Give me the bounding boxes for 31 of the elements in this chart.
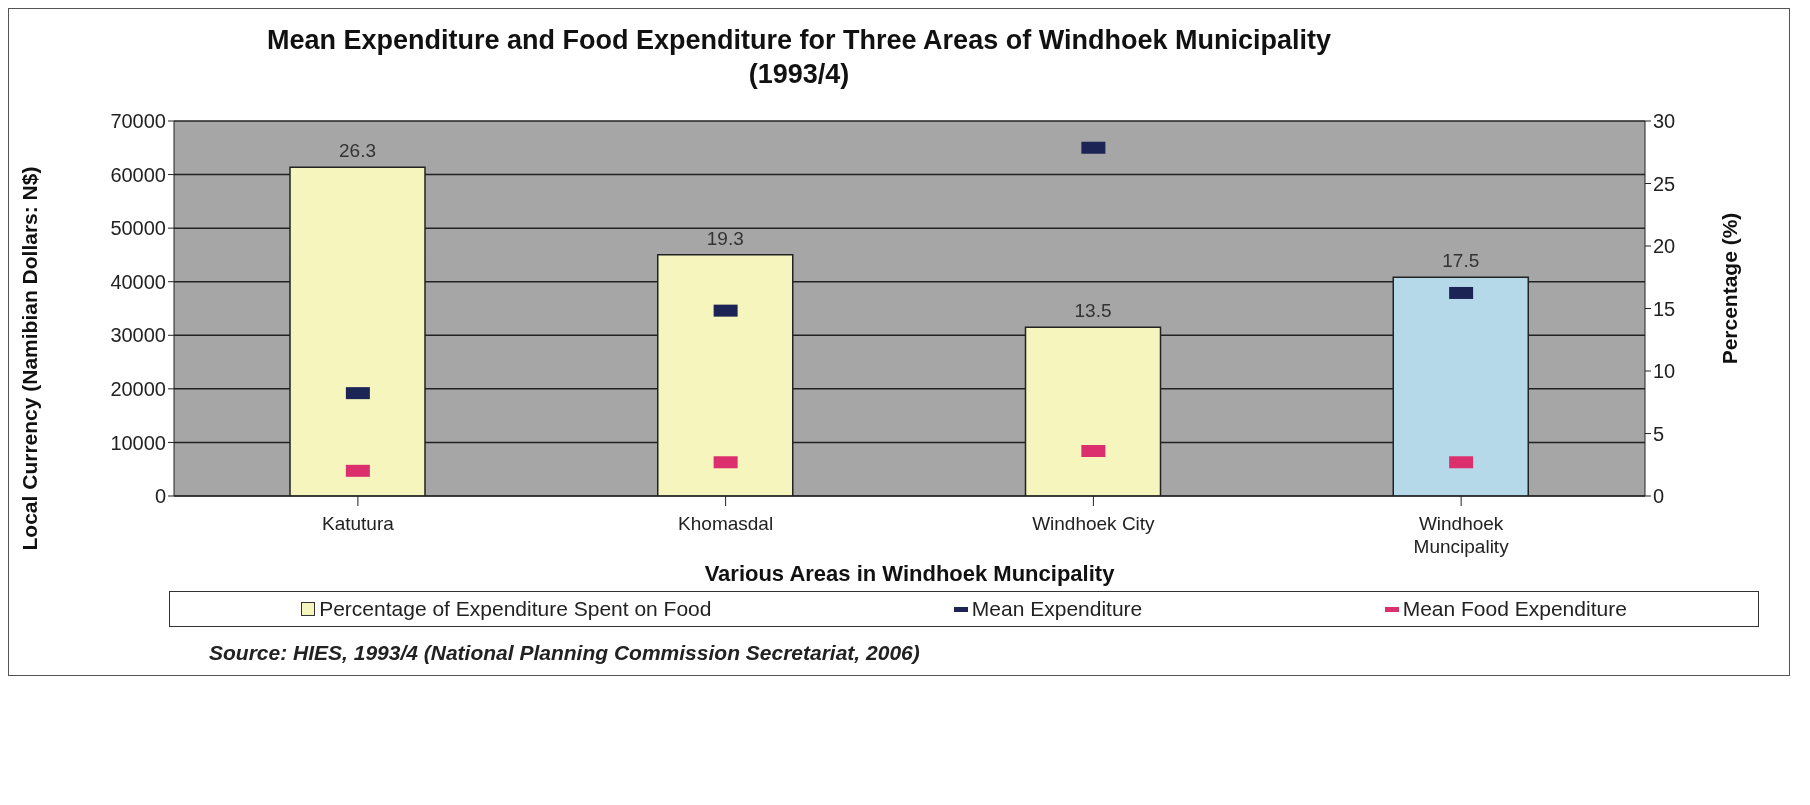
y2-tick-label: 15 xyxy=(1653,297,1676,320)
data-label: 26.3 xyxy=(339,140,376,162)
x-tick-label: Khomasdal xyxy=(678,513,774,534)
y-tick-label: 30000 xyxy=(110,324,166,347)
x-tick-label: Windhoek City xyxy=(1032,513,1156,534)
y2-tick-label: 0 xyxy=(1653,485,1665,508)
y-tick-label: 70000 xyxy=(110,110,166,133)
legend-label: Percentage of Expenditure Spent on Food xyxy=(318,597,712,621)
y2-tick-label: 20 xyxy=(1653,235,1676,258)
y-tick-label: 20000 xyxy=(110,377,166,400)
data-label: 19.3 xyxy=(706,227,744,249)
data-label: 17.5 xyxy=(1442,250,1480,272)
x-tick-label: Katutura xyxy=(321,513,395,534)
legend-label: Mean Expenditure xyxy=(970,597,1143,621)
y-tick-label: 10000 xyxy=(110,431,166,454)
y-tick-label: 0 xyxy=(154,485,166,508)
x-axis-title: Various Areas in Windhoek Muncipality xyxy=(704,561,1116,586)
y2-tick-label: 5 xyxy=(1653,422,1665,445)
y2-tick-label: 30 xyxy=(1653,110,1676,133)
x-tick-label: Windhoek Muncipality xyxy=(1413,513,1510,557)
y2-axis-title: Percentage (%) xyxy=(1718,212,1741,365)
y-axis-title: Local Currency (Namibian Dollars: N$) xyxy=(18,166,41,551)
y-tick-label: 60000 xyxy=(110,163,166,186)
y-tick-label: 40000 xyxy=(110,270,166,293)
y2-tick-label: 25 xyxy=(1653,172,1676,195)
chart-title: Mean Expenditure and Food Expenditure for Three Areas of Windhoek Municipality (1993/4) xyxy=(266,24,1332,91)
data-label: 13.5 xyxy=(1074,300,1112,322)
y2-tick-label: 10 xyxy=(1653,360,1676,383)
y-tick-label: 50000 xyxy=(110,217,166,240)
legend-label: Mean Food Expenditure xyxy=(1401,597,1627,621)
source-note: Source: HIES, 1993/4 (National Planning Commission Secretariat, 2006) xyxy=(209,641,921,665)
